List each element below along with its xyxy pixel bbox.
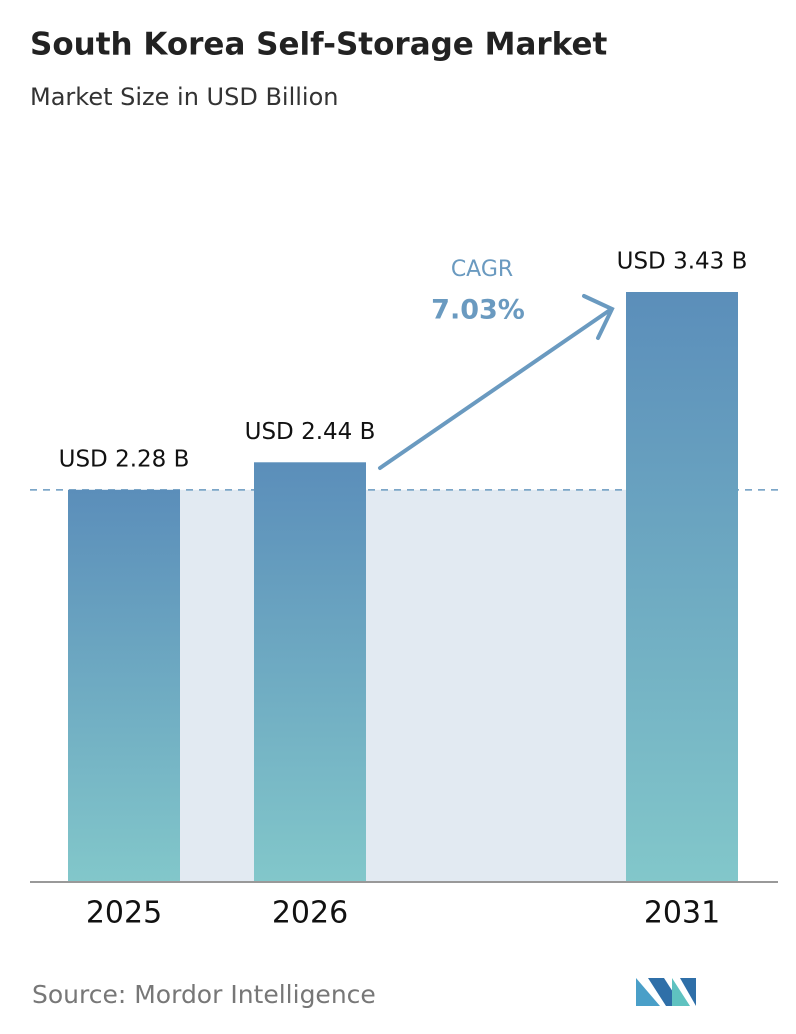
value-label: USD 3.43 B xyxy=(617,249,748,275)
x-tick-label: 2025 xyxy=(86,896,162,931)
chart-subtitle: Market Size in USD Billion xyxy=(30,83,338,111)
source: Source: Mordor Intelligence xyxy=(32,980,376,1009)
cagr-value: 7.03% xyxy=(431,295,525,326)
bar xyxy=(254,462,366,882)
bar xyxy=(68,489,180,882)
chart-title: South Korea Self-Storage Market xyxy=(30,27,607,63)
x-tick-label: 2031 xyxy=(644,896,720,931)
value-label: USD 2.28 B xyxy=(59,446,190,472)
value-label: USD 2.44 B xyxy=(245,419,376,445)
x-tick-label: 2026 xyxy=(272,896,348,931)
cagr-label: CAGR xyxy=(451,257,513,282)
cagr-arrow xyxy=(378,294,615,470)
plot: USD 2.28 B 2025 USD 2.44 B 2026 USD 3.43 B 20… xyxy=(30,249,778,931)
bar xyxy=(626,292,738,882)
logo xyxy=(636,978,696,1006)
